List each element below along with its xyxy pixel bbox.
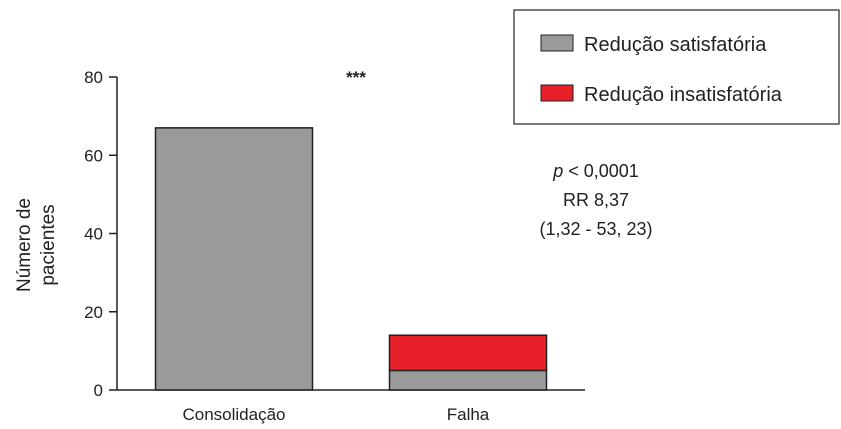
y-axis-title-line-2: pacientes (38, 204, 59, 285)
statistics-annotation: p < 0,0001 RR 8,37 (1,32 - 53, 23) (539, 161, 652, 239)
p-value-number: < 0,0001 (563, 161, 639, 181)
bar-insatisfatoria-1 (388, 334, 548, 372)
legend-swatch-insatisfatoria (540, 84, 574, 102)
p-value-symbol: p (552, 161, 563, 181)
legend-swatch-satisfatoria (540, 34, 574, 52)
y-tick-label: 60 (84, 146, 103, 165)
y-tick-label: 40 (84, 225, 103, 244)
legend-box (513, 9, 840, 125)
category-labels: Consolidação Falha (182, 405, 489, 424)
bar-satisfatoria-1 (388, 369, 548, 391)
y-tick-label: 20 (84, 303, 103, 322)
legend-label-satisfatoria: Redução satisfatória (584, 34, 767, 56)
y-tick-label: 0 (94, 381, 103, 400)
legend-label-insatisfatoria: Redução insatisfatória (584, 84, 783, 106)
y-axis-title: Número de pacientes (14, 198, 59, 292)
relative-risk-text: RR 8,37 (563, 190, 629, 210)
bars (154, 127, 548, 391)
y-axis-ticks: 0 20 40 60 80 (84, 68, 117, 400)
y-tick-label: 80 (84, 68, 103, 87)
p-value-text: p < 0,0001 (552, 161, 639, 181)
y-axis-title-line-1: Número de (14, 198, 35, 292)
legend: Redução satisfatória Redução insatisfató… (513, 9, 840, 125)
confidence-interval-text: (1,32 - 53, 23) (539, 219, 652, 239)
x-category-label: Falha (447, 405, 490, 424)
x-category-label: Consolidação (182, 405, 285, 424)
significance-marker: *** (346, 68, 366, 87)
bar-satisfatoria-0 (154, 127, 314, 391)
